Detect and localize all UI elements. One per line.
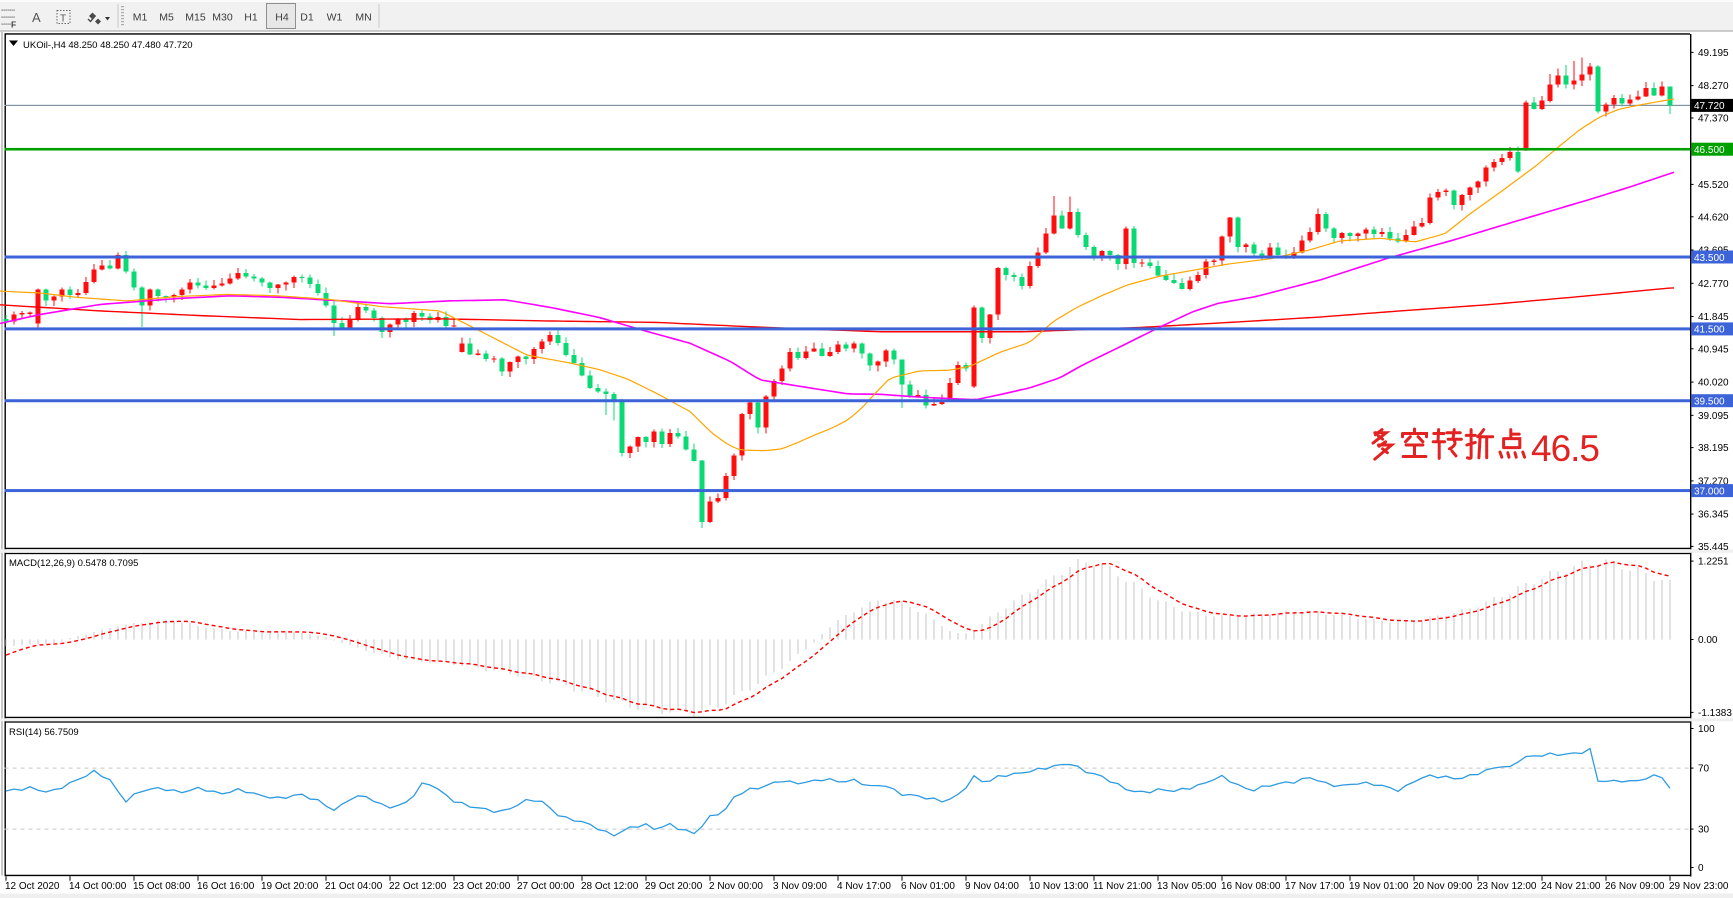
- svg-text:37.000: 37.000: [1694, 486, 1725, 497]
- svg-text:46.500: 46.500: [1694, 145, 1725, 156]
- svg-text:16 Nov 08:00: 16 Nov 08:00: [1221, 881, 1281, 892]
- svg-text:30: 30: [1698, 825, 1710, 836]
- svg-text:29 Nov 23:00: 29 Nov 23:00: [1669, 881, 1729, 892]
- svg-text:42.770: 42.770: [1698, 279, 1729, 290]
- svg-text:UKOil-,H4 48.250 48.250 47.48: UKOil-,H4 48.250 48.250 47.480 47.720: [23, 40, 193, 51]
- svg-text:13 Nov 05:00: 13 Nov 05:00: [1157, 881, 1217, 892]
- svg-text:T: T: [60, 14, 66, 25]
- svg-text:27 Oct 00:00: 27 Oct 00:00: [517, 881, 575, 892]
- svg-text:0.00: 0.00: [1698, 635, 1718, 646]
- svg-text:0: 0: [1698, 863, 1704, 874]
- svg-text:9 Nov 04:00: 9 Nov 04:00: [965, 881, 1019, 892]
- svg-text:10 Nov 13:00: 10 Nov 13:00: [1029, 881, 1089, 892]
- svg-text:H4: H4: [275, 12, 289, 24]
- svg-text:A: A: [32, 10, 41, 25]
- svg-text:41.845: 41.845: [1698, 312, 1729, 323]
- svg-text:43.500: 43.500: [1694, 253, 1725, 264]
- svg-text:45.520: 45.520: [1698, 180, 1729, 191]
- svg-text:19 Nov 01:00: 19 Nov 01:00: [1349, 881, 1409, 892]
- svg-text:21 Oct 04:00: 21 Oct 04:00: [325, 881, 383, 892]
- svg-text:16 Oct 16:00: 16 Oct 16:00: [197, 881, 255, 892]
- svg-text:W1: W1: [327, 12, 343, 24]
- svg-text:29 Oct 20:00: 29 Oct 20:00: [645, 881, 703, 892]
- svg-text:28 Oct 12:00: 28 Oct 12:00: [581, 881, 639, 892]
- svg-text:1.2251: 1.2251: [1698, 557, 1729, 568]
- svg-text:41.500: 41.500: [1694, 325, 1725, 336]
- svg-text:3 Nov 09:00: 3 Nov 09:00: [773, 881, 827, 892]
- svg-text:11 Nov 21:00: 11 Nov 21:00: [1093, 881, 1152, 892]
- svg-text:MN: MN: [355, 12, 371, 24]
- svg-text:MACD(12,26,9) 0.5478 0.7095: MACD(12,26,9) 0.5478 0.7095: [9, 558, 138, 569]
- svg-text:-1.1383: -1.1383: [1698, 708, 1732, 719]
- svg-text:6 Nov 01:00: 6 Nov 01:00: [901, 881, 955, 892]
- svg-text:19 Oct 20:00: 19 Oct 20:00: [261, 881, 319, 892]
- svg-text:39.500: 39.500: [1694, 397, 1725, 408]
- svg-text:40.945: 40.945: [1698, 344, 1729, 355]
- svg-text:48.270: 48.270: [1698, 81, 1729, 92]
- svg-text:M5: M5: [159, 12, 174, 24]
- svg-text:H1: H1: [244, 12, 258, 24]
- svg-text:35.445: 35.445: [1698, 542, 1729, 553]
- svg-text:47.370: 47.370: [1698, 114, 1729, 125]
- svg-text:4 Nov 17:00: 4 Nov 17:00: [837, 881, 891, 892]
- svg-text:26 Nov 09:00: 26 Nov 09:00: [1605, 881, 1665, 892]
- svg-text:23 Nov 12:00: 23 Nov 12:00: [1477, 881, 1537, 892]
- svg-text:40.020: 40.020: [1698, 378, 1729, 389]
- svg-text:44.620: 44.620: [1698, 212, 1729, 223]
- svg-text:17 Nov 17:00: 17 Nov 17:00: [1285, 881, 1345, 892]
- svg-text:49.195: 49.195: [1698, 48, 1729, 59]
- svg-text:15 Oct 08:00: 15 Oct 08:00: [133, 881, 191, 892]
- svg-text:2 Nov 00:00: 2 Nov 00:00: [709, 881, 763, 892]
- svg-text:14 Oct 00:00: 14 Oct 00:00: [69, 881, 127, 892]
- svg-text:46.5: 46.5: [1531, 428, 1599, 469]
- svg-text:20 Nov 09:00: 20 Nov 09:00: [1413, 881, 1473, 892]
- svg-text:37.270: 37.270: [1698, 477, 1729, 488]
- svg-text:D1: D1: [300, 12, 314, 24]
- svg-text:23 Oct 20:00: 23 Oct 20:00: [453, 881, 511, 892]
- svg-text:38.195: 38.195: [1698, 443, 1729, 454]
- svg-text:M1: M1: [133, 12, 148, 24]
- svg-text:F: F: [11, 20, 16, 30]
- svg-text:39.095: 39.095: [1698, 411, 1729, 422]
- svg-text:22 Oct 12:00: 22 Oct 12:00: [389, 881, 447, 892]
- svg-text:24 Nov 21:00: 24 Nov 21:00: [1541, 881, 1601, 892]
- svg-text:36.345: 36.345: [1698, 510, 1729, 521]
- svg-text:12 Oct 2020: 12 Oct 2020: [5, 881, 60, 892]
- svg-text:100: 100: [1698, 724, 1715, 735]
- svg-text:70: 70: [1698, 764, 1710, 775]
- svg-text:M15: M15: [185, 12, 206, 24]
- svg-text:M30: M30: [212, 12, 233, 24]
- svg-text:RSI(14) 56.7509: RSI(14) 56.7509: [9, 727, 79, 738]
- svg-text:47.720: 47.720: [1694, 101, 1725, 112]
